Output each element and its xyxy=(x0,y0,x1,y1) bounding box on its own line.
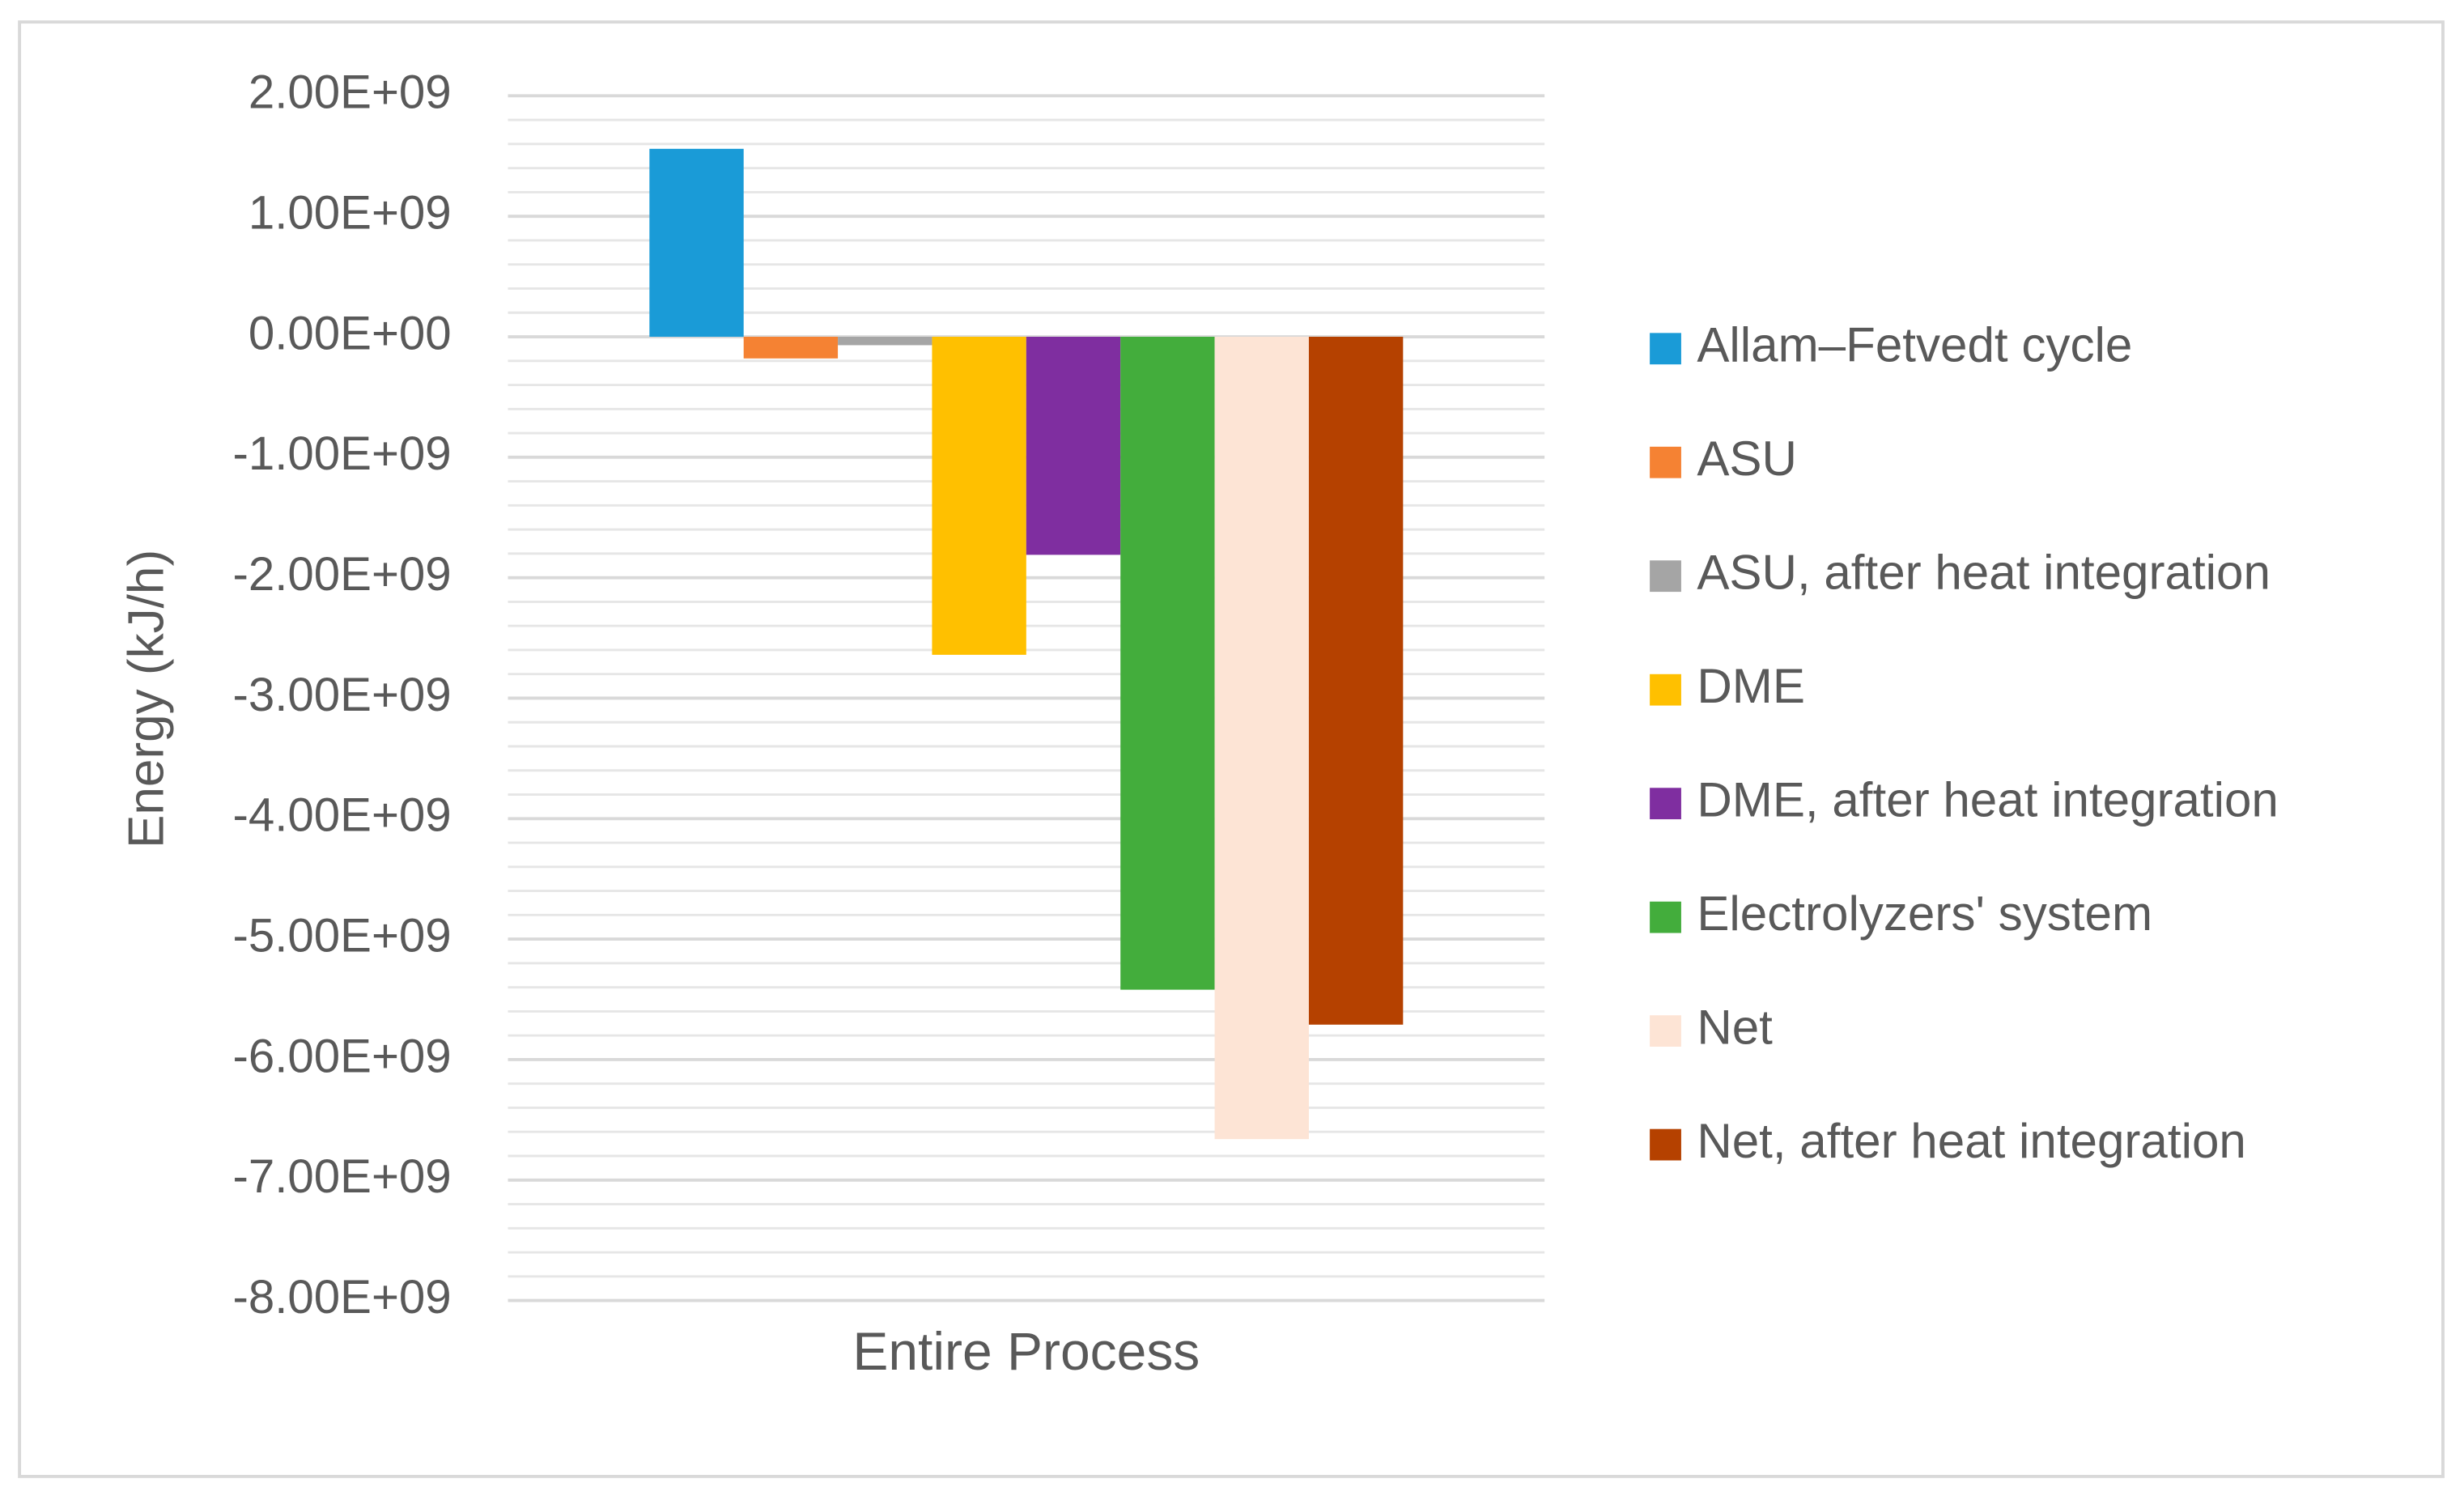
y-tick-label: -5.00E+09 xyxy=(233,909,452,962)
legend-swatch xyxy=(1650,1128,1681,1161)
legend-label: Electrolyzers' system xyxy=(1697,886,2152,941)
y-tick-label: -1.00E+09 xyxy=(233,427,452,480)
legend-label: Net xyxy=(1697,1001,1773,1055)
legend-label: ASU, after heat integration xyxy=(1697,546,2271,600)
x-tick-label: Entire Process xyxy=(852,1321,1200,1381)
bar xyxy=(932,337,1026,655)
legend-swatch xyxy=(1650,333,1681,365)
y-tick-label: -4.00E+09 xyxy=(233,789,452,842)
bar xyxy=(743,337,839,359)
bar xyxy=(838,337,932,346)
y-tick-label: 0.00E+00 xyxy=(249,307,452,359)
bar xyxy=(1120,337,1215,990)
y-tick-label: -7.00E+09 xyxy=(233,1150,452,1203)
bar xyxy=(1026,337,1121,555)
legend-swatch xyxy=(1650,788,1681,820)
legend-label: ASU xyxy=(1697,431,1797,486)
y-tick-label: 1.00E+09 xyxy=(249,187,452,240)
y-tick-label: -2.00E+09 xyxy=(233,548,452,601)
legend-label: DME, after heat integration xyxy=(1697,773,2279,827)
y-tick-label: 2.00E+09 xyxy=(249,66,452,119)
y-tick-label: -6.00E+09 xyxy=(233,1030,452,1082)
bar xyxy=(649,148,744,338)
bars xyxy=(649,148,1404,1140)
legend-label: Net, after heat integration xyxy=(1697,1114,2246,1168)
y-tick-label: -8.00E+09 xyxy=(233,1271,452,1324)
bar xyxy=(1214,337,1309,1140)
y-axis-title: Energy (kJ/h) xyxy=(119,550,175,848)
bar xyxy=(1308,337,1404,1025)
legend-swatch xyxy=(1650,674,1681,706)
legend-swatch xyxy=(1650,901,1681,933)
legend-label: DME xyxy=(1697,659,1805,713)
legend-swatch xyxy=(1650,446,1681,478)
labels: 2.00E+09 1.00E+09 0.00E+00 -1.00E+09 -2.00E+… xyxy=(233,66,2279,1381)
y-tick-label: -3.00E+09 xyxy=(233,669,452,721)
legend-label: Allam–Fetvedt cycle xyxy=(1697,318,2132,372)
legend-swatch xyxy=(1650,1015,1681,1047)
legend-swatch xyxy=(1650,560,1681,593)
